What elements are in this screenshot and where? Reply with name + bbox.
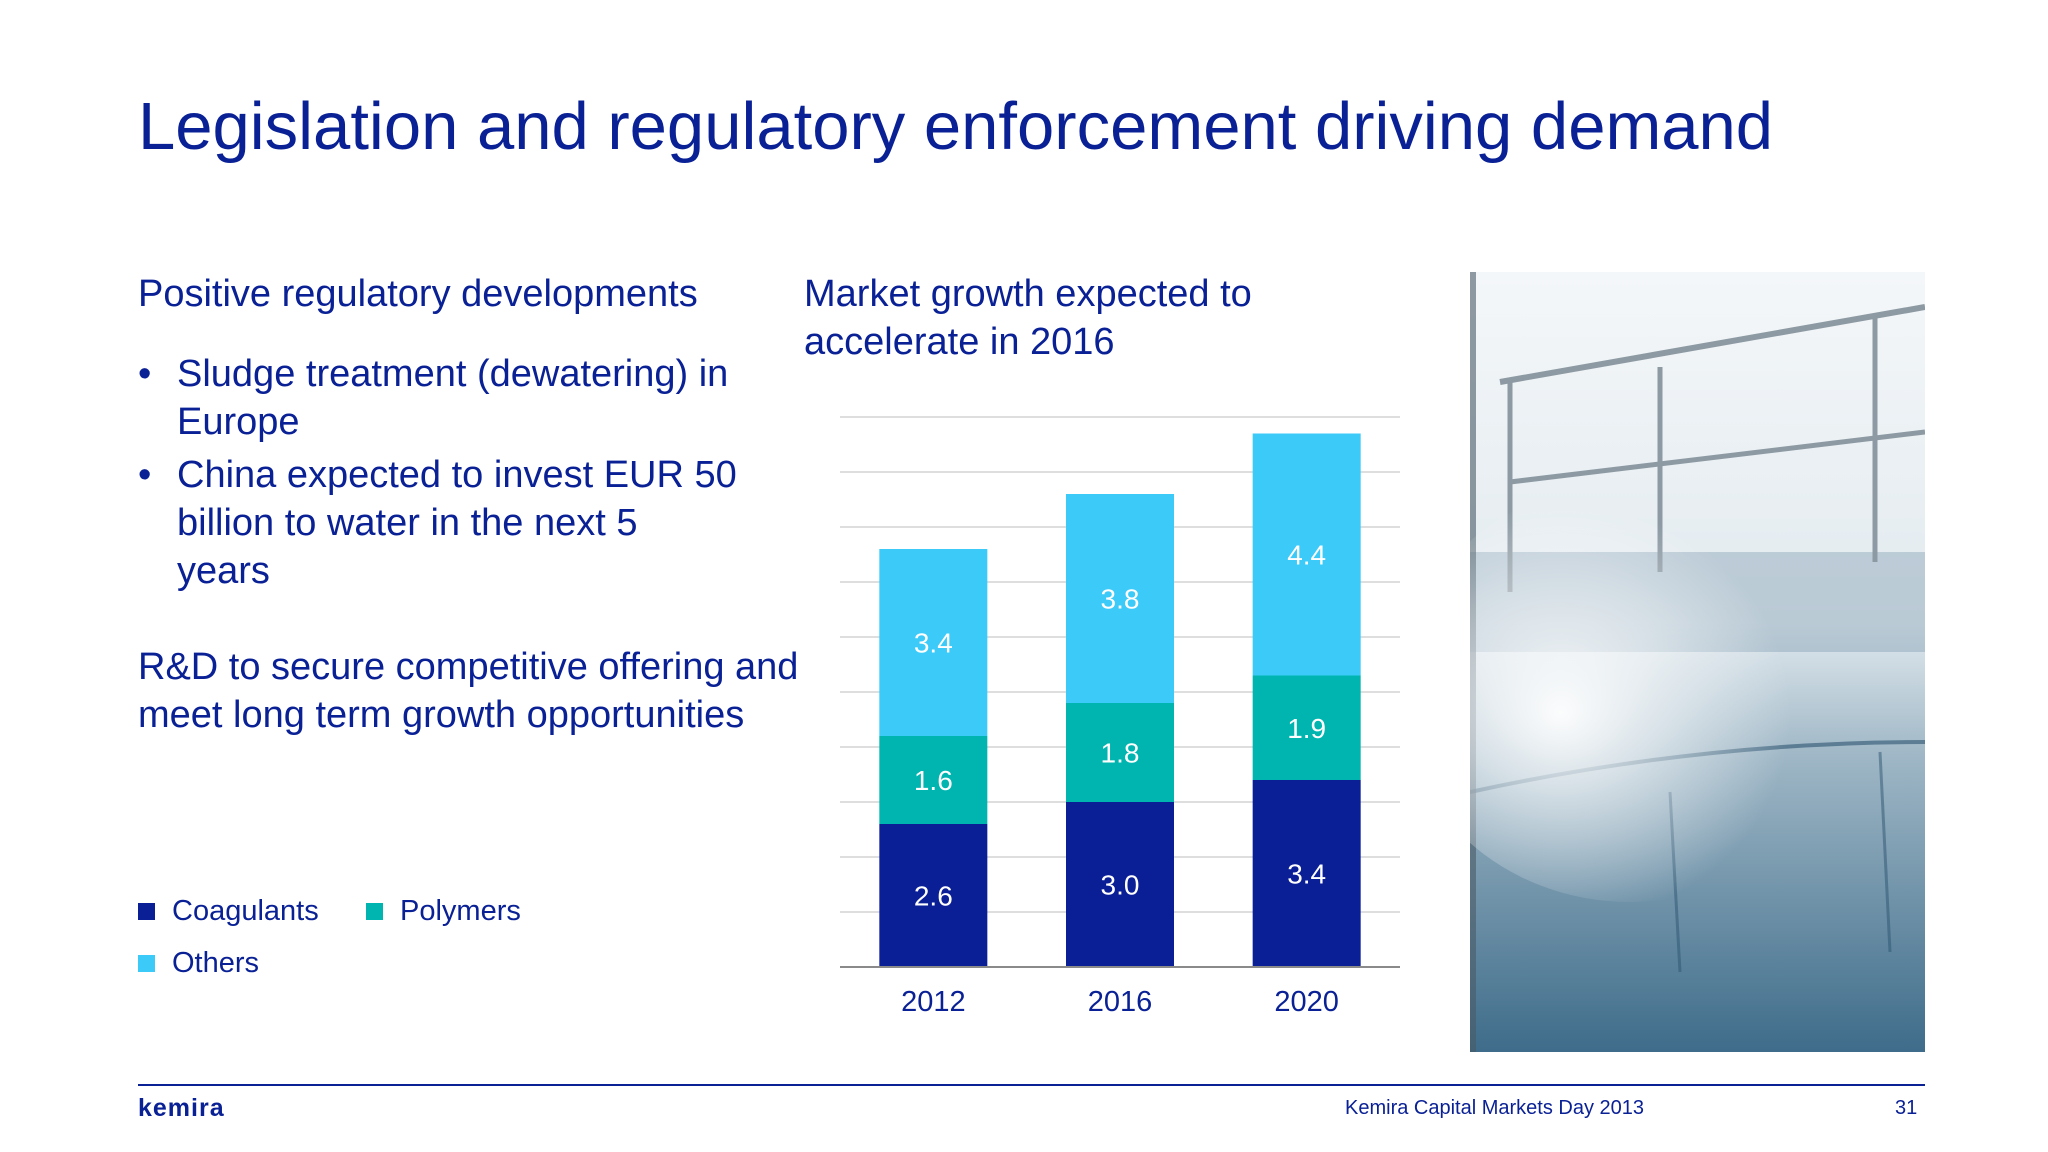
x-tick-label: 2012 (901, 986, 966, 1018)
x-tick-label: 2016 (1088, 986, 1153, 1018)
bar-others-2020 (1252, 433, 1361, 676)
data-label: 3.0 (1101, 870, 1140, 901)
bar-polymers-2020 (1252, 675, 1361, 780)
bar-others-2016 (1066, 494, 1174, 703)
bar-polymers-2016 (1066, 703, 1174, 802)
chart-legend: Coagulants Polymers Others (138, 895, 638, 1005)
stacked-bar-chart: 2.6 1.6 3.4 2012 3.0 1.8 3.8 2016 3.4 1.9 4.4 2020 (840, 416, 1400, 1018)
legend-label-polymers: Polymers (400, 895, 521, 927)
legend-swatch-polymers (366, 903, 383, 920)
bullet-item: Sludge treatment (dewatering) in Europe (138, 350, 737, 446)
data-label: 4.4 (1287, 540, 1326, 571)
left-column: Positive regulatory developments Sludge … (138, 270, 838, 739)
footer-rule (138, 1084, 1925, 1086)
legend-item-others: Others (138, 947, 259, 980)
data-label: 3.8 (1101, 584, 1140, 615)
bar-coagulants-2012 (879, 824, 988, 967)
legend-item-coagulants: Coagulants (138, 895, 319, 928)
data-label: 1.9 (1287, 713, 1326, 744)
data-label: 1.8 (1101, 738, 1140, 769)
bar-coagulants-2020 (1252, 780, 1361, 967)
water-splash-photo (1470, 272, 1925, 1052)
regulatory-heading: Positive regulatory developments (138, 273, 698, 315)
data-label: 3.4 (1287, 859, 1326, 890)
bar-coagulants-2016 (1066, 802, 1174, 967)
bullet-item: China expected to invest EUR 50 billion … (138, 451, 737, 595)
data-label: 2.6 (914, 881, 953, 912)
slide-title: Legislation and regulatory enforcement d… (138, 89, 1774, 164)
x-tick-label: 2020 (1274, 986, 1339, 1018)
rd-text: R&D to secure competitive offering and m… (138, 646, 799, 736)
bar-polymers-2012 (879, 736, 988, 824)
legend-swatch-coagulants (138, 903, 155, 920)
kemira-logo: kemira (138, 1094, 225, 1122)
regulatory-bullets: Sludge treatment (dewatering) in Europe … (138, 350, 838, 595)
page-number: 31 (1895, 1097, 1918, 1119)
chart-caption: Market growth expected to accelerate in … (804, 273, 1252, 363)
legend-label-others: Others (172, 947, 260, 979)
legend-swatch-others (138, 955, 155, 972)
legend-label-coagulants: Coagulants (172, 895, 319, 927)
data-label: 3.4 (914, 628, 953, 659)
data-label: 1.6 (914, 765, 953, 796)
footer-event: Kemira Capital Markets Day 2013 (1345, 1097, 1645, 1119)
legend-item-polymers: Polymers (366, 895, 521, 928)
bar-others-2012 (879, 549, 988, 736)
